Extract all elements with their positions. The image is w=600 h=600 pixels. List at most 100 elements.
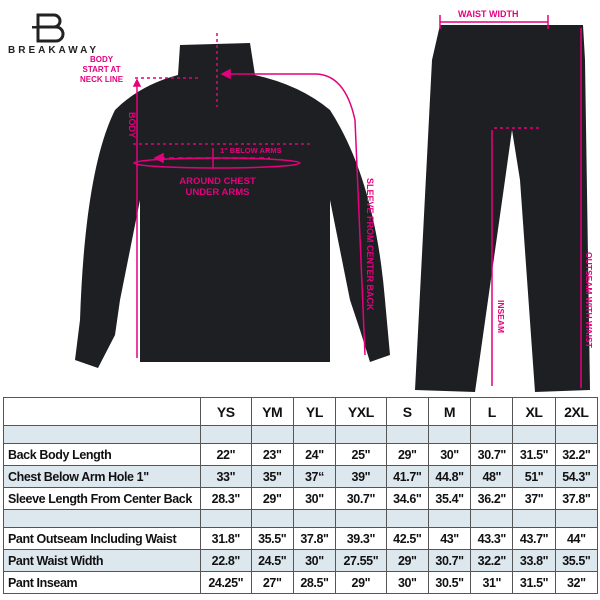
jacket-rows: Back Body Length 22" 23" 24" 25" 29" 30" 30.7" 3… [3, 443, 599, 510]
body-start-line: NECK LINE [80, 75, 124, 84]
measurement-value: 22.8" [200, 549, 252, 572]
measurement-value: 35.5" [250, 527, 294, 550]
measurement-value: 30" [292, 487, 337, 510]
measurement-value: 29" [385, 443, 429, 466]
size-header: L [470, 397, 514, 426]
measurement-value: 36.2" [470, 487, 514, 510]
below-arms-label: 1" BELOW ARMS [220, 146, 282, 155]
measurement-value: 29" [250, 487, 294, 510]
measurement-label: Pant Waist Width [3, 549, 201, 572]
size-header: XL [512, 397, 556, 426]
table-row: Chest Below Arm Hole 1" 33" 35" 37“ 39" 41.7"… [3, 465, 599, 488]
measurement-value: 37" [512, 487, 556, 510]
size-header: YXL [335, 397, 387, 426]
body-start-line: BODY [90, 55, 114, 64]
chest-label-line: UNDER ARMS [185, 187, 250, 198]
measurement-value: 54.3" [554, 465, 599, 488]
measurement-value: 29" [335, 571, 387, 594]
measurement-value: 44.8" [427, 465, 472, 488]
measurement-label: Pant Inseam [3, 571, 201, 594]
measurement-value: 29" [385, 549, 429, 572]
measurement-value: 31" [470, 571, 514, 594]
measurement-label: Pant Outseam Including Waist [3, 527, 201, 550]
measurement-value: 32.2" [470, 549, 514, 572]
measurement-value: 24.5" [250, 549, 294, 572]
measurement-value: 37.8" [292, 527, 337, 550]
measurement-value: 23" [250, 443, 294, 466]
measurement-value: 43.3" [470, 527, 514, 550]
measurement-value: 39.3" [335, 527, 387, 550]
size-header-row: YS YM YL YXL S M L XL 2XL [3, 397, 599, 426]
measurement-value: 27.55" [335, 549, 387, 572]
measurement-value: 30.7" [427, 549, 472, 572]
measurement-value: 48" [470, 465, 514, 488]
measurement-label: Back Body Length [3, 443, 201, 466]
measurement-value: 25" [335, 443, 387, 466]
spacer-row [3, 509, 599, 528]
measurement-value: 35.5" [554, 549, 599, 572]
measurement-value: 30" [385, 571, 429, 594]
measurement-value: 44" [554, 527, 599, 550]
body-label: BODY [127, 112, 137, 139]
measurement-value: 24.25" [200, 571, 252, 594]
sleeve-label: SLEEVE FROM CENTER BACK [365, 178, 375, 311]
size-header: S [385, 397, 429, 426]
body-start-line: START AT [82, 65, 121, 74]
measurement-value: 51" [512, 465, 556, 488]
table-row: Sleeve Length From Center Back 28.3" 29" 30… [3, 487, 599, 510]
measurement-value: 30.7" [470, 443, 514, 466]
measurement-value: 28.5" [292, 571, 337, 594]
size-header: M [427, 397, 472, 426]
inseam-label: INSEAM [496, 300, 506, 334]
measurement-value: 35.4" [427, 487, 472, 510]
spacer-row [3, 425, 599, 444]
waist-width-label: WAIST WIDTH [458, 9, 519, 19]
body-start-label: BODY START AT NECK LINE [80, 55, 123, 85]
measurement-value: 41.7" [385, 465, 429, 488]
measurement-value: 30.7" [335, 487, 387, 510]
measurement-value: 31.5" [512, 571, 556, 594]
chest-label-line: AROUND CHEST [179, 176, 256, 187]
garment-illustration [32, 13, 590, 392]
measurement-value: 32.2" [554, 443, 599, 466]
table-row: Back Body Length 22" 23" 24" 25" 29" 30" 30.7" 3… [3, 443, 599, 466]
measurement-value: 37“ [292, 465, 337, 488]
measurement-value: 35" [250, 465, 294, 488]
corner-cell [3, 397, 201, 426]
measurement-value: 43.7" [512, 527, 556, 550]
measurement-value: 30.5" [427, 571, 472, 594]
size-header: YS [200, 397, 252, 426]
size-header: YM [250, 397, 294, 426]
table-row: Pant Inseam 24.25" 27" 28.5" 29" 30" 30.5" 31" 3… [3, 571, 599, 594]
measurement-value: 22" [200, 443, 252, 466]
pant-rows: Pant Outseam Including Waist 31.8" 35.5" 37… [3, 527, 599, 594]
measurement-value: 42.5" [385, 527, 429, 550]
measurement-value: 31.8" [200, 527, 252, 550]
breakaway-logo [32, 13, 65, 43]
measurement-value: 34.6" [385, 487, 429, 510]
measurement-label: Chest Below Arm Hole 1" [3, 465, 201, 488]
measurement-value: 39" [335, 465, 387, 488]
table-row: Pant Waist Width 22.8" 24.5" 30" 27.55" 29" 30… [3, 549, 599, 572]
measurement-label: Sleeve Length From Center Back [3, 487, 201, 510]
measurement-value: 33.8" [512, 549, 556, 572]
measurement-value: 43" [427, 527, 472, 550]
measurement-value: 30" [427, 443, 472, 466]
measurement-value: 28.3" [200, 487, 252, 510]
measurement-value: 27" [250, 571, 294, 594]
measurement-value: 33" [200, 465, 252, 488]
size-header: YL [292, 397, 337, 426]
table-row: Pant Outseam Including Waist 31.8" 35.5" 37… [3, 527, 599, 550]
size-header: 2XL [554, 397, 599, 426]
measurement-value: 24" [292, 443, 337, 466]
measurement-value: 30" [292, 549, 337, 572]
size-chart-table: YS YM YL YXL S M L XL 2XL Back Body Leng… [3, 397, 599, 594]
brand-name: BREAKAWAY [8, 45, 100, 56]
jacket-image [75, 43, 390, 368]
measurement-value: 32" [554, 571, 599, 594]
measurement-value: 31.5" [512, 443, 556, 466]
outseam-label: OUTSEAM WITH WAIST [584, 252, 594, 348]
measurement-value: 37.8" [554, 487, 599, 510]
chest-label: AROUND CHEST UNDER ARMS [170, 176, 265, 198]
pants-image [415, 25, 590, 392]
